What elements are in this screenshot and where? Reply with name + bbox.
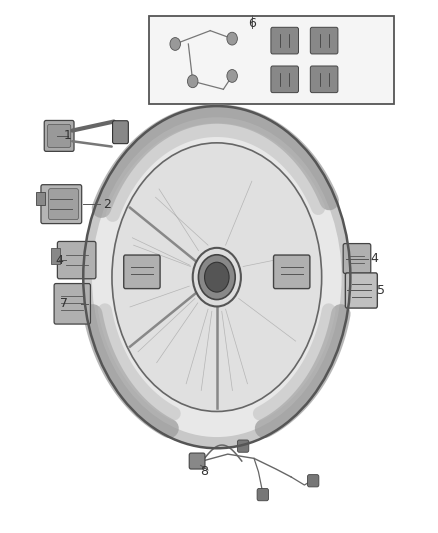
FancyBboxPatch shape [271, 66, 299, 93]
Circle shape [205, 262, 229, 292]
FancyBboxPatch shape [345, 273, 377, 308]
FancyBboxPatch shape [113, 120, 128, 143]
FancyBboxPatch shape [49, 189, 78, 220]
FancyBboxPatch shape [310, 66, 338, 93]
FancyBboxPatch shape [310, 27, 338, 54]
FancyBboxPatch shape [271, 27, 299, 54]
Circle shape [170, 37, 180, 51]
Text: 4: 4 [55, 254, 63, 266]
Circle shape [187, 75, 198, 87]
Ellipse shape [83, 106, 350, 448]
Text: 4: 4 [371, 252, 378, 265]
FancyBboxPatch shape [273, 255, 310, 289]
Ellipse shape [92, 117, 342, 437]
Text: 8: 8 [200, 465, 208, 478]
FancyBboxPatch shape [237, 440, 249, 452]
Circle shape [227, 69, 237, 83]
Ellipse shape [112, 143, 321, 411]
Text: 6: 6 [248, 18, 256, 30]
FancyBboxPatch shape [57, 241, 96, 279]
Text: 1: 1 [64, 130, 72, 142]
FancyBboxPatch shape [54, 284, 90, 324]
FancyBboxPatch shape [41, 185, 81, 224]
Circle shape [193, 248, 241, 306]
Bar [36, 192, 45, 205]
FancyBboxPatch shape [343, 244, 371, 273]
Text: 7: 7 [60, 297, 67, 310]
FancyBboxPatch shape [257, 488, 268, 501]
Circle shape [227, 32, 237, 45]
FancyBboxPatch shape [124, 255, 160, 289]
FancyBboxPatch shape [44, 120, 74, 151]
Bar [149, 16, 394, 104]
Circle shape [198, 255, 235, 300]
Bar [51, 248, 60, 264]
Text: 5: 5 [377, 284, 385, 297]
FancyBboxPatch shape [307, 475, 319, 487]
Text: 2: 2 [103, 198, 111, 211]
FancyBboxPatch shape [189, 453, 205, 469]
FancyBboxPatch shape [47, 124, 71, 147]
